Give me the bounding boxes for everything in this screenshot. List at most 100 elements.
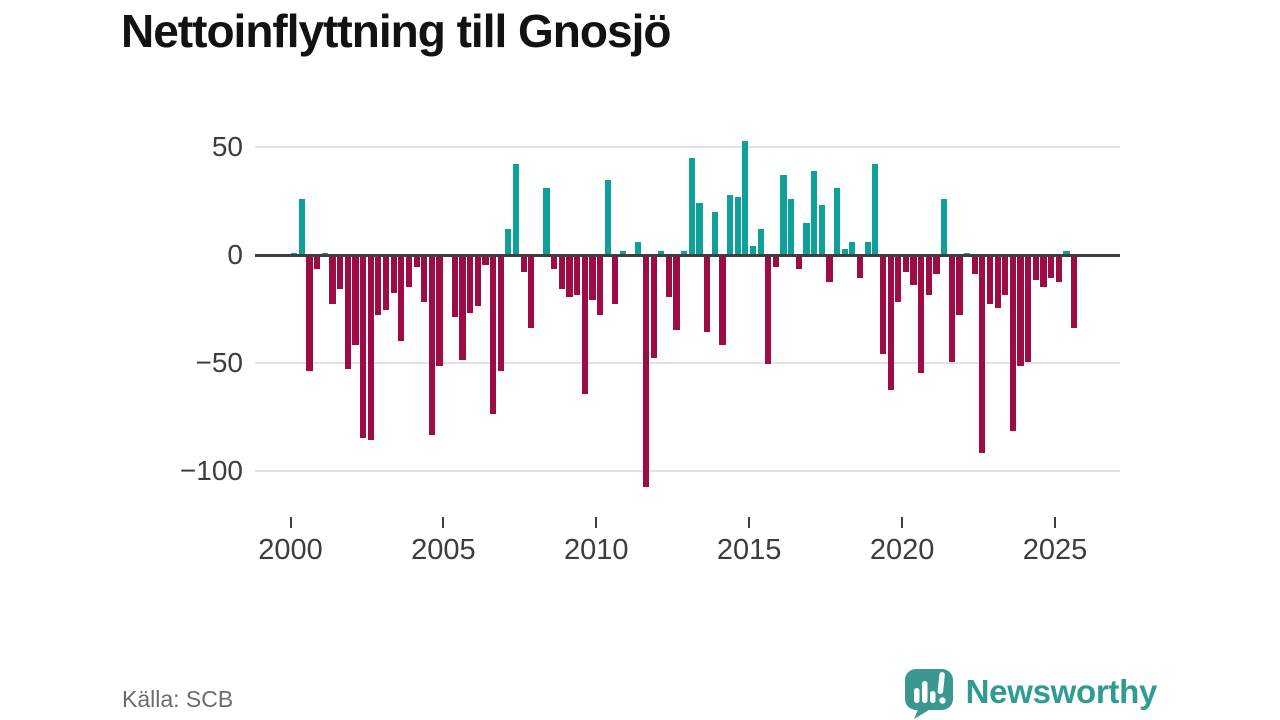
bar-2017-Q1 — [811, 170, 818, 255]
bar-2022-Q2 — [971, 256, 978, 274]
branding-wordmark: Newsworthy — [965, 673, 1158, 710]
bar-2016-Q4 — [803, 222, 810, 255]
bar-2000-Q4 — [314, 256, 321, 270]
bar-2001-Q3 — [337, 256, 344, 289]
bar-2020-Q3 — [918, 256, 925, 373]
bar-2024-Q3 — [1040, 256, 1047, 287]
bar-2020-Q2 — [910, 256, 917, 285]
bar-2024-Q1 — [1025, 256, 1032, 363]
x-tick-mark-2010 — [595, 517, 598, 528]
bar-2016-Q2 — [788, 198, 795, 255]
bar-2000-Q2 — [298, 198, 306, 255]
bar-2016-Q3 — [795, 256, 802, 270]
bar-2013-Q4 — [711, 211, 718, 255]
bar-2014-Q3 — [734, 196, 741, 255]
bar-2017-Q3 — [826, 256, 833, 283]
bar-2020-Q4 — [925, 256, 932, 296]
y-tick-label-0: 0 — [227, 239, 243, 270]
bar-2018-Q3 — [856, 256, 864, 279]
bar-2023-Q2 — [1002, 256, 1009, 296]
bar-2025-Q3 — [1070, 256, 1078, 328]
bar-2010-Q4 — [619, 250, 627, 255]
bar-2013-Q3 — [704, 256, 711, 332]
bar-2016-Q1 — [780, 175, 787, 255]
newsworthy-logo-icon — [904, 664, 954, 720]
bar-2021-Q3 — [948, 256, 955, 363]
bar-2019-Q2 — [879, 256, 887, 354]
x-tick-label-2005: 2005 — [411, 534, 476, 566]
bar-2020-Q1 — [902, 256, 909, 272]
source-note: Källa: SCB — [122, 686, 234, 712]
y-tick-label-50: 50 — [211, 131, 243, 163]
bar-2023-Q4 — [1017, 256, 1024, 367]
x-tick-label-2020: 2020 — [869, 534, 935, 566]
bar-2011-Q4 — [650, 256, 657, 358]
bar-2002-Q1 — [352, 256, 359, 345]
bar-2015-Q1 — [749, 246, 757, 255]
page-title: Nettoinflyttning till Gnosjö — [121, 5, 671, 57]
bar-2014-Q4 — [742, 140, 749, 255]
bar-2003-Q1 — [382, 256, 390, 311]
bar-2008-Q2 — [543, 188, 550, 255]
bar-2022-Q3 — [979, 256, 986, 453]
bar-2005-Q4 — [467, 256, 474, 313]
bar-2008-Q4 — [558, 256, 565, 289]
bar-2011-Q2 — [635, 242, 642, 255]
branding: Newsworthy — [904, 664, 1157, 720]
bar-2009-Q4 — [589, 256, 596, 300]
bar-2013-Q1 — [688, 157, 695, 255]
bar-2021-Q1 — [933, 256, 940, 274]
gridline--100 — [255, 469, 1120, 472]
bar-2007-Q1 — [505, 229, 512, 255]
bar-2024-Q2 — [1032, 256, 1039, 281]
bar-2018-Q2 — [849, 242, 856, 255]
x-tick-mark-2020 — [901, 517, 904, 528]
bar-2019-Q1 — [872, 164, 879, 255]
zero-axis-line — [255, 253, 1120, 257]
bar-2007-Q2 — [512, 164, 520, 255]
bar-2009-Q2 — [574, 256, 581, 296]
bar-2022-Q4 — [986, 256, 994, 304]
bar-2006-Q2 — [482, 256, 489, 266]
bar-2003-Q4 — [405, 256, 413, 287]
bar-2012-Q4 — [681, 250, 688, 255]
y-tick-label--50: −50 — [195, 346, 244, 378]
bar-2001-Q2 — [329, 256, 336, 304]
bar-2004-Q3 — [428, 256, 435, 436]
x-tick-mark-2015 — [748, 517, 751, 528]
x-tick-mark-2005 — [442, 517, 445, 528]
bar-2014-Q2 — [726, 194, 734, 255]
bar-2013-Q2 — [696, 203, 703, 255]
bar-2006-Q1 — [474, 256, 481, 307]
x-tick-mark-2025 — [1054, 517, 1056, 528]
bar-2008-Q3 — [551, 256, 558, 270]
bar-2000-Q3 — [306, 256, 313, 371]
bar-2009-Q1 — [566, 256, 573, 298]
bar-2006-Q4 — [497, 256, 504, 371]
bar-2009-Q3 — [581, 256, 588, 395]
bar-2006-Q3 — [489, 256, 497, 414]
bar-2003-Q2 — [390, 256, 397, 294]
bar-2015-Q3 — [765, 256, 772, 365]
gridline-50 — [255, 146, 1120, 149]
x-tick-label-2000: 2000 — [258, 534, 323, 566]
bar-2004-Q4 — [436, 256, 443, 367]
bar-2007-Q4 — [528, 256, 535, 328]
gridline--50 — [255, 361, 1120, 364]
bar-2015-Q4 — [772, 256, 780, 268]
bar-2018-Q1 — [841, 248, 848, 255]
bar-2005-Q3 — [459, 256, 466, 360]
bar-2012-Q2 — [665, 256, 672, 298]
bar-2021-Q4 — [956, 256, 963, 315]
bar-2004-Q1 — [413, 256, 420, 268]
plot-area: 50 0 −50 −100 2000 2005 2010 2015 2020 2025 — [180, 130, 1120, 566]
bar-2017-Q4 — [833, 188, 841, 255]
bar-2014-Q1 — [719, 256, 726, 345]
bar-2017-Q2 — [818, 205, 825, 255]
bar-2011-Q3 — [642, 256, 650, 488]
bar-2012-Q3 — [673, 256, 680, 330]
bar-2002-Q3 — [367, 256, 374, 440]
bar-2018-Q4 — [864, 242, 871, 255]
x-tick-label-2010: 2010 — [564, 534, 629, 566]
